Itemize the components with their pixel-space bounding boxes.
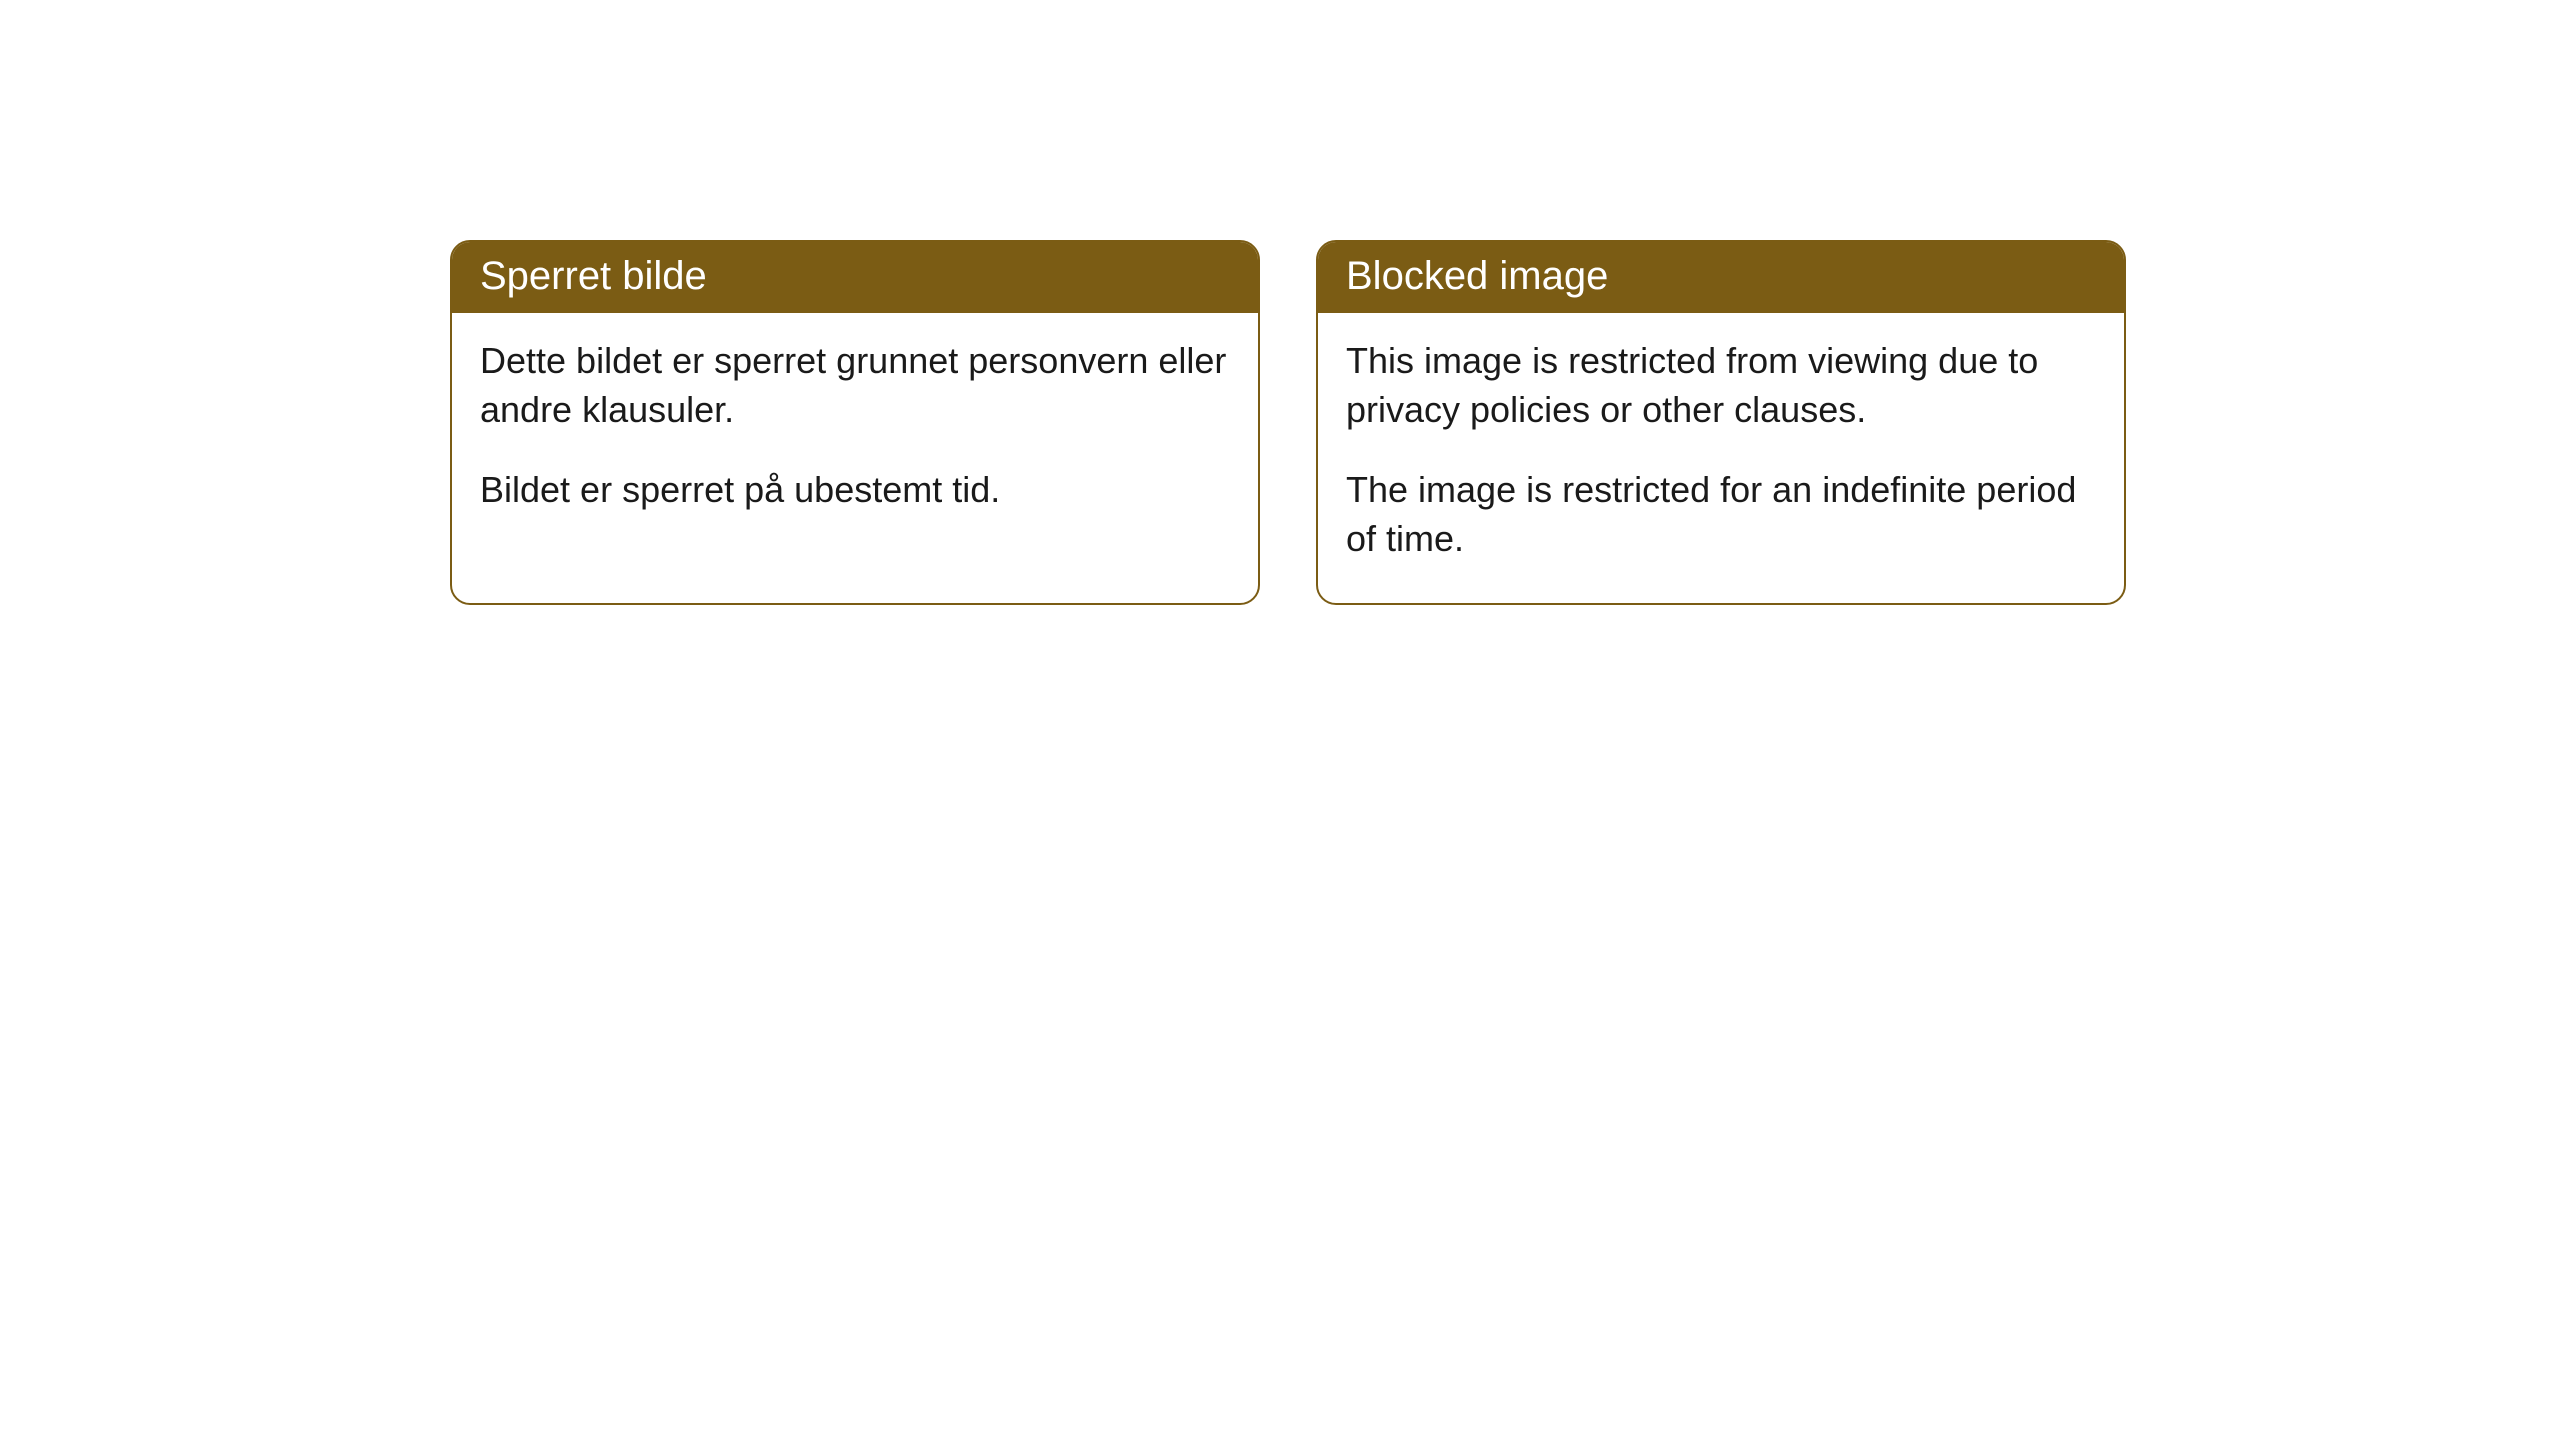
card-body: This image is restricted from viewing du… bbox=[1318, 313, 2124, 603]
notice-cards-container: Sperret bilde Dette bildet er sperret gr… bbox=[0, 0, 2560, 605]
card-paragraph: This image is restricted from viewing du… bbox=[1346, 337, 2096, 434]
card-header: Blocked image bbox=[1318, 242, 2124, 313]
card-paragraph: Dette bildet er sperret grunnet personve… bbox=[480, 337, 1230, 434]
card-paragraph: Bildet er sperret på ubestemt tid. bbox=[480, 466, 1230, 515]
card-body: Dette bildet er sperret grunnet personve… bbox=[452, 313, 1258, 555]
card-paragraph: The image is restricted for an indefinit… bbox=[1346, 466, 2096, 563]
notice-card-english: Blocked image This image is restricted f… bbox=[1316, 240, 2126, 605]
card-header: Sperret bilde bbox=[452, 242, 1258, 313]
notice-card-norwegian: Sperret bilde Dette bildet er sperret gr… bbox=[450, 240, 1260, 605]
